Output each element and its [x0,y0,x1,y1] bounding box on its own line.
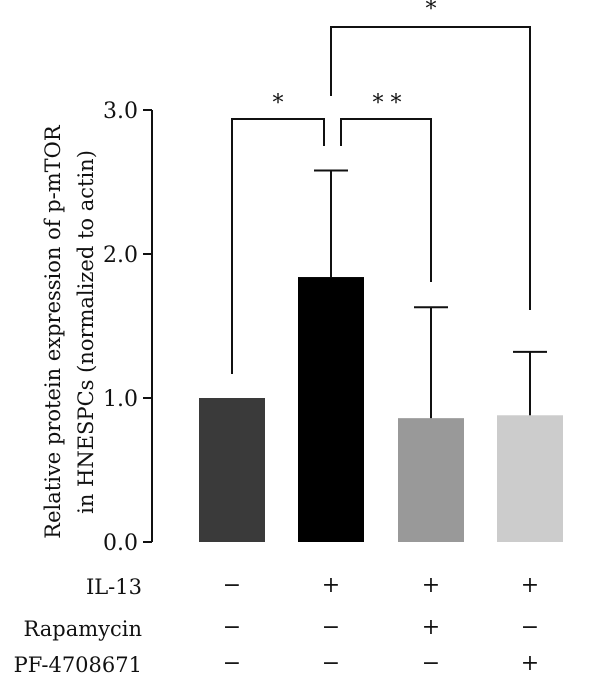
condition-mark: − [322,615,340,640]
condition-mark: + [521,651,539,676]
bar [497,415,563,542]
significance-label: * [273,91,284,116]
condition-label: PF-4708671 [14,653,142,676]
significance-label: * * [373,91,402,116]
condition-mark: − [223,651,241,676]
y-tick-label: 1.0 [103,387,138,412]
condition-label: Rapamycin [23,617,142,641]
bar [298,277,364,542]
condition-mark: + [521,573,539,598]
y-axis-title-line-1: Relative protein expression of p-mTOR [41,124,65,539]
condition-mark: − [223,615,241,640]
condition-mark: − [223,573,241,598]
significance-bracket [330,26,531,310]
significance-label: * [426,0,437,22]
significance-bracket [231,118,325,374]
y-tick-label: 3.0 [103,99,138,124]
bar [199,398,265,542]
condition-mark: − [422,651,440,676]
significance-bracket [340,118,432,282]
y-tick-label: 2.0 [103,243,138,268]
condition-label: IL-13 [86,575,142,599]
y-axis-title: Relative protein expression of p-mTOR in… [41,124,98,539]
plot-area: 0.0 1.0 2.0 3.0 * * * * IL-13 − + + + Rapamycin − − + − P… [14,0,563,676]
condition-mark: − [322,651,340,676]
y-tick-label: 0.0 [103,531,138,556]
y-axis-title-line-2: in HNESPCs (normalized to actin) [74,150,98,514]
condition-mark: + [422,615,440,640]
condition-mark: − [521,615,539,640]
condition-mark: + [322,573,340,598]
condition-mark: + [422,573,440,598]
bar [398,418,464,542]
